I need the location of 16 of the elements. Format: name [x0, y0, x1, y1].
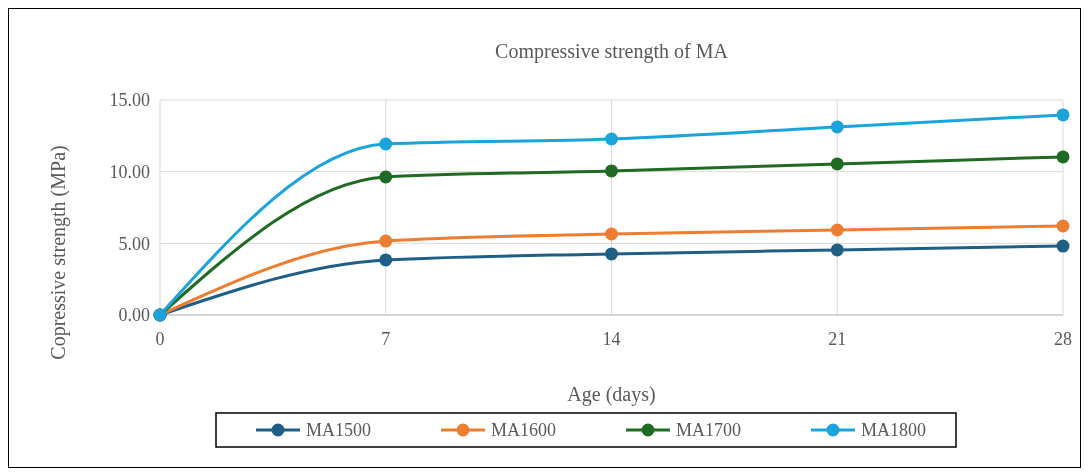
- x-tick-label: 7: [381, 329, 391, 349]
- legend-label: MA1600: [491, 420, 557, 441]
- y-tick-label: 5.00: [118, 233, 150, 254]
- legend-label: MA1800: [861, 420, 927, 441]
- x-tick-label: 21: [828, 329, 847, 349]
- legend-label: MA1700: [676, 420, 742, 441]
- y-axis-title: Copressive strength (MPa): [47, 145, 70, 360]
- x-tick-label: 14: [602, 329, 621, 349]
- y-tick-label: 10.00: [109, 161, 150, 182]
- x-tick-label: 28: [1054, 329, 1072, 349]
- chart-title: Compressive strength of MA: [495, 40, 729, 63]
- legend-label: MA1500: [306, 420, 372, 441]
- y-tick-label: 0.00: [118, 305, 150, 326]
- x-tick-label: 0: [155, 329, 165, 349]
- y-tick-label: 15.00: [109, 90, 150, 111]
- x-axis-title: Age (days): [567, 383, 656, 406]
